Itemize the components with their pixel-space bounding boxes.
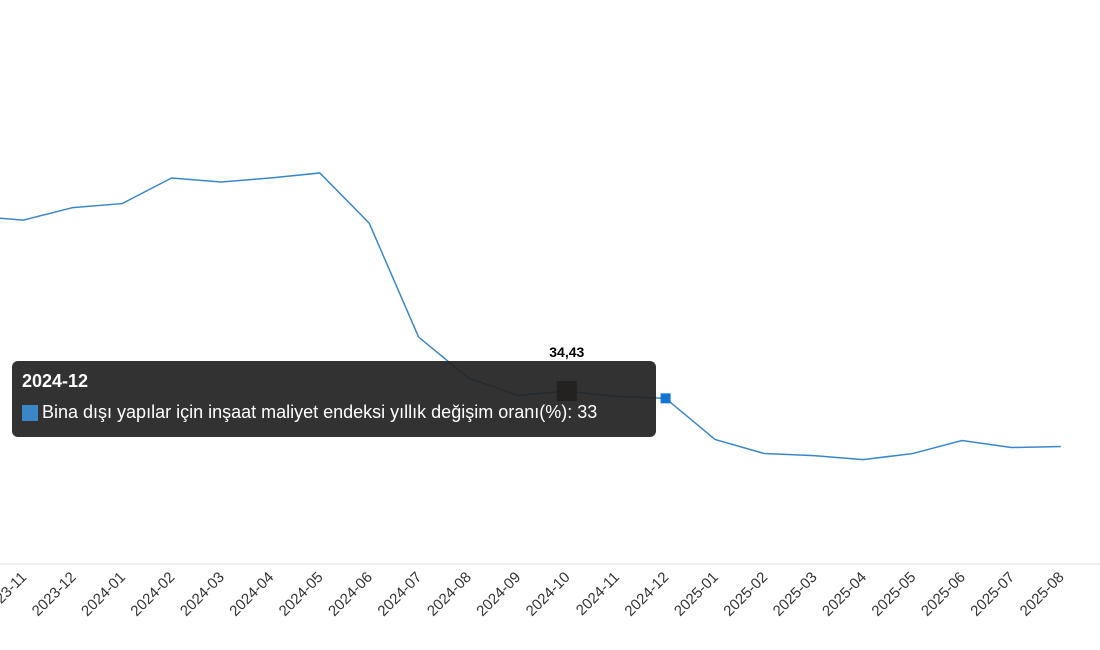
x-tick-label: 2025-03	[770, 569, 821, 620]
x-tick-label: 2025-04	[819, 569, 870, 620]
tooltip-title: 2024-12	[22, 371, 89, 391]
x-tick-label: 2024-09	[473, 569, 524, 620]
x-tick-label: 2025-06	[918, 569, 969, 620]
x-tick-label: 2024-10	[523, 569, 574, 620]
x-tick-label: 2024-08	[424, 569, 475, 620]
point-marker	[660, 393, 671, 404]
x-tick-label: 2024-02	[127, 569, 178, 620]
x-tick-label: 2024-11	[573, 569, 623, 619]
x-tick-label: 2024-06	[325, 569, 376, 620]
x-tick-label: 2024-03	[177, 569, 228, 620]
tooltip: 2024-12 Bina dışı yapılar için inşaat ma…	[12, 361, 656, 437]
tooltip-row: Bina dışı yapılar için inşaat maliyet en…	[22, 402, 646, 423]
x-tick-label: 2025-07	[967, 569, 1018, 620]
x-tick-label: 2023-11	[0, 569, 30, 619]
x-tick-label: 2023-12	[29, 569, 80, 620]
value-label: 34,43	[549, 344, 584, 360]
x-tick-label: 2024-12	[621, 569, 672, 620]
x-tick-label: 2024-01	[78, 569, 129, 620]
x-tick-label: 2025-02	[720, 569, 771, 620]
x-tick-label: 2024-07	[374, 569, 425, 620]
x-tick-label: 2025-05	[868, 569, 919, 620]
tooltip-swatch	[22, 404, 38, 421]
x-tick-label: 2024-05	[276, 569, 327, 620]
x-tick-label: 2025-01	[671, 569, 722, 620]
tooltip-value: 33	[577, 402, 598, 422]
x-tick-label: 2025-08	[1017, 569, 1068, 620]
x-tick-label: 2024-04	[226, 569, 277, 620]
tooltip-series-name: Bina dışı yapılar için inşaat maliyet en…	[42, 402, 577, 423]
